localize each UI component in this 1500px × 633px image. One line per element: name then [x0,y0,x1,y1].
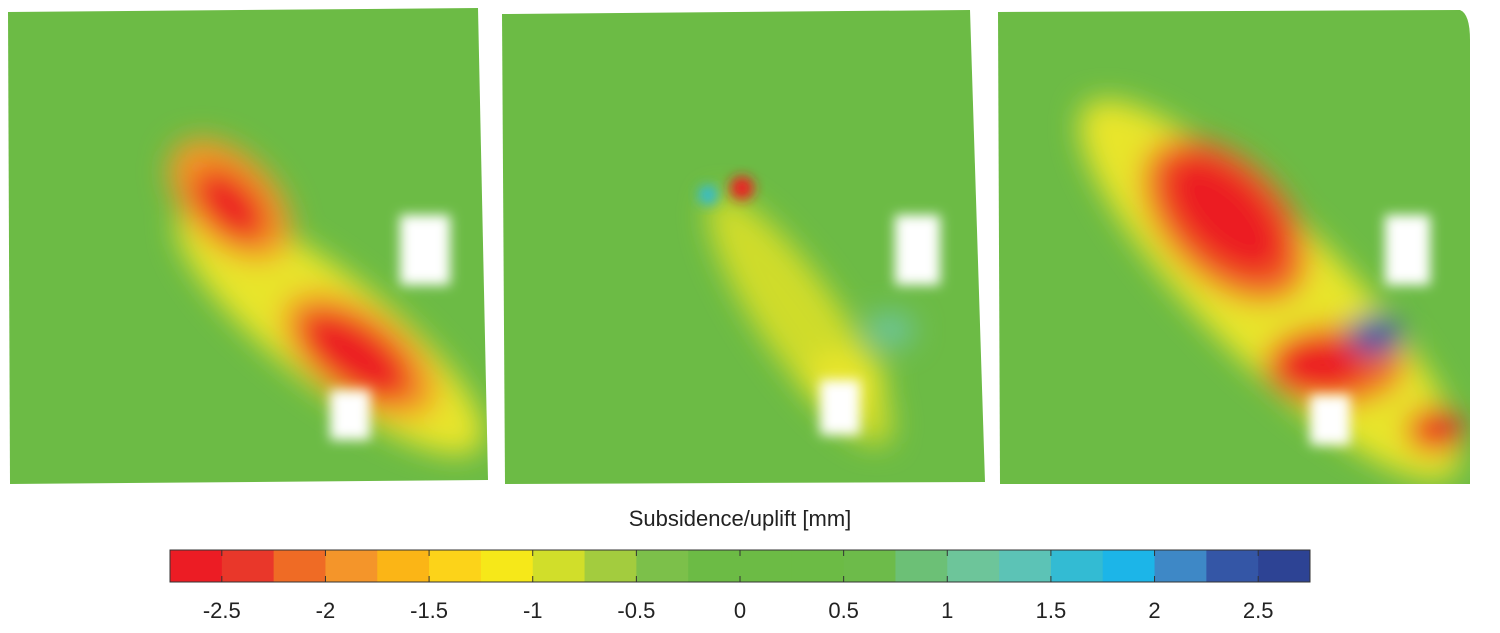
colorbar-segment [740,550,793,582]
colorbar-segment [325,550,378,582]
colorbar-segment [688,550,741,582]
colorbar-segment [1154,550,1207,582]
x-tick-label: -1 [523,598,543,623]
colorbar-segment [947,550,1000,582]
colorbar-segment [895,550,948,582]
colorbar-segment [843,550,896,582]
x-tick-label: 0 [734,598,746,623]
x-tick-label: 1.5 [1036,598,1067,623]
colorbar-segment [1050,550,1104,582]
map-panel [8,8,488,484]
x-tick-label: -2 [316,598,336,623]
x-tick-label: 2.5 [1243,598,1274,623]
colorbar-segment [1102,550,1156,582]
colorbar-segment [791,550,845,582]
colorbar-segment [480,550,534,582]
colorbar-segment [1206,550,1259,582]
colorbar-segment [170,550,223,582]
colorbar-segment [273,550,326,582]
x-tick-label: -0.5 [617,598,655,623]
colorbar-segment [377,550,430,582]
x-tick-label: 2 [1148,598,1160,623]
colorbar-segment [532,550,586,582]
colorbar: -2.5 -2 -1.5 -1 -0.5 0 0.5 1 1.5 2 2.5 [169,549,1311,623]
x-tick-label: -1.5 [410,598,448,623]
map-panel [502,10,985,484]
x-tick-label: 1 [941,598,953,623]
colorbar-segment [999,550,1052,582]
colorbar-segment [584,550,637,582]
map-panel [998,10,1470,484]
colorbar-title: Subsidence/uplift [mm] [629,506,852,531]
colorbar-segment [429,550,482,582]
colorbar-segment [221,550,275,582]
colorbar-segment [636,550,689,582]
x-tick-label: -2.5 [203,598,241,623]
x-tick-label: 0.5 [828,598,859,623]
colorbar-segment [1258,550,1311,582]
